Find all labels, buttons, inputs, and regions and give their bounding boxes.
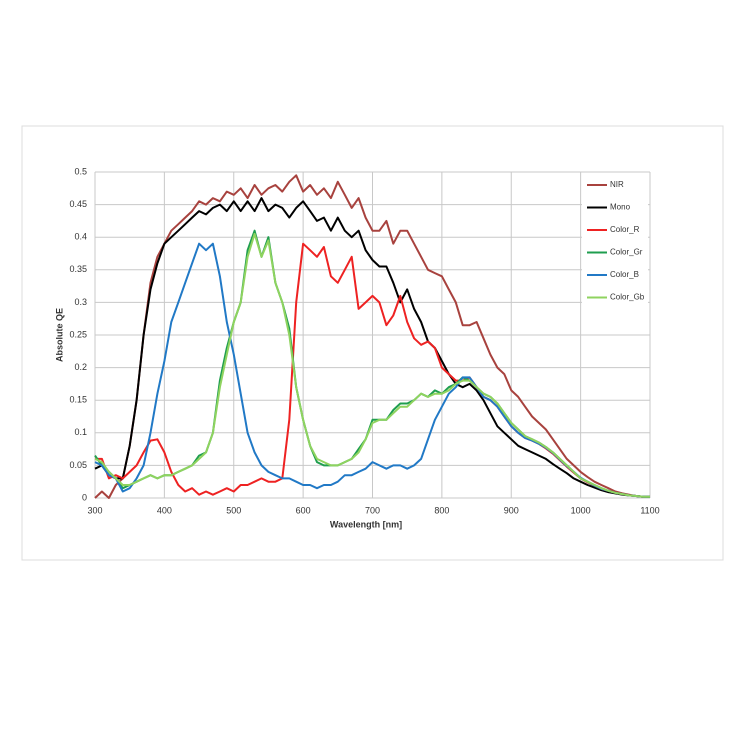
x-tick-label: 1100: [640, 505, 659, 515]
x-tick-label: 900: [504, 505, 519, 515]
x-tick-label: 600: [296, 505, 311, 515]
legend-label: Color_R: [610, 225, 640, 234]
y-tick-label: 0.15: [69, 395, 87, 405]
x-tick-label: 1000: [571, 505, 591, 515]
x-tick-label: 400: [157, 505, 172, 515]
x-tick-label: 300: [87, 505, 102, 515]
y-tick-label: 0.45: [69, 199, 87, 209]
y-tick-label: 0.5: [74, 166, 87, 176]
y-tick-label: 0.35: [69, 264, 87, 274]
series-line: [94, 197, 650, 498]
legend-label: NIR: [610, 180, 624, 189]
legend-label: Mono: [610, 203, 631, 212]
legend-label: Color_Gb: [610, 293, 645, 302]
legend-label: Color_B: [610, 270, 639, 279]
y-tick-label: 0.05: [69, 460, 87, 470]
legend-box: [582, 176, 648, 308]
x-tick-label: 500: [226, 505, 241, 515]
y-tick-label: 0.3: [74, 297, 87, 307]
series-line: [94, 232, 650, 498]
x-tick-label: 700: [365, 505, 380, 515]
series-line: [94, 174, 650, 499]
y-tick-label: 0: [82, 492, 87, 502]
y-axis-label: Absolute QE: [54, 308, 64, 362]
y-tick-label: 0.2: [74, 362, 87, 372]
y-tick-label: 0.1: [74, 427, 87, 437]
x-tick-label: 800: [434, 505, 449, 515]
y-tick-label: 0.25: [69, 329, 87, 339]
x-axis-label: Wavelength [nm]: [330, 519, 402, 529]
y-tick-label: 0.4: [74, 232, 87, 242]
legend-label: Color_Gr: [610, 248, 643, 257]
